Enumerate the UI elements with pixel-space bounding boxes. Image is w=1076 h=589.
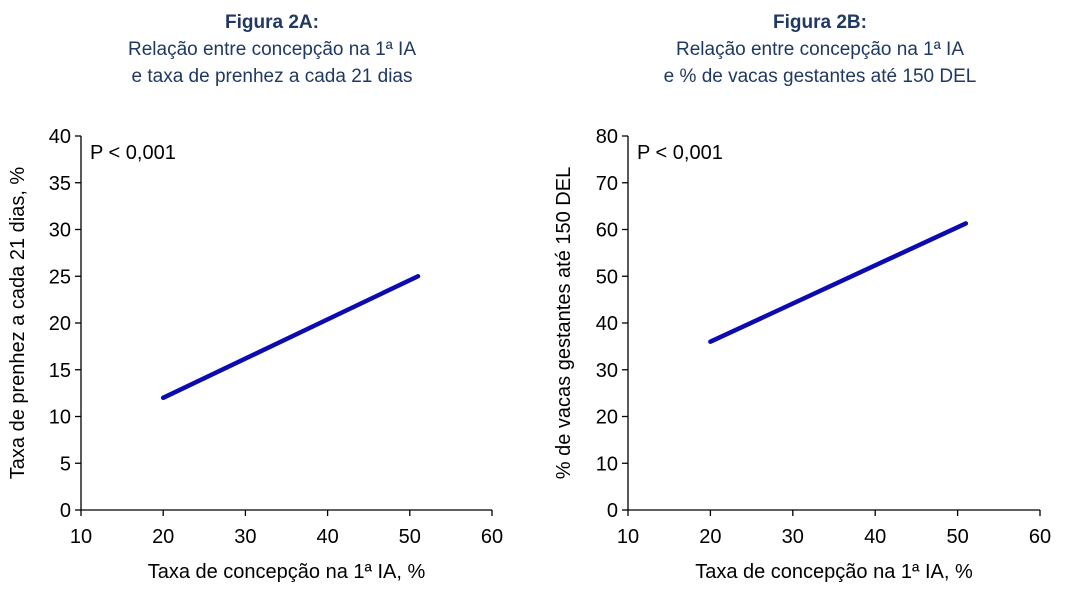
p-value-annotation: P < 0,001 (637, 142, 723, 164)
x-tick-label: 50 (946, 526, 968, 548)
x-tick-label: 20 (152, 526, 174, 548)
regression-line (160, 274, 421, 401)
y-tick-label: 25 (49, 266, 71, 288)
x-tick-label: 60 (1029, 526, 1051, 548)
y-axis-label: Taxa de prenhez a cada 21 dias, % (7, 167, 29, 480)
y-tick-label: 60 (596, 220, 618, 242)
y-tick-label: 0 (607, 500, 618, 522)
y-axis-label: % de vacas gestantes até 150 DEL (553, 167, 575, 479)
y-tick-label: 30 (49, 220, 71, 242)
regression-line (708, 221, 969, 344)
y-tick-label: 40 (49, 126, 71, 148)
x-tick-label: 30 (234, 526, 256, 548)
y-tick-label: 0 (60, 500, 71, 522)
x-tick-label: 40 (316, 526, 338, 548)
y-tick-label: 15 (49, 360, 71, 382)
y-tick-label: 5 (60, 453, 71, 475)
y-tick-label: 70 (596, 173, 618, 195)
x-tick-label: 60 (481, 526, 503, 548)
x-tick-label: 10 (617, 526, 639, 548)
chart-subtitle: Relação entre concepção na 1ª IA (676, 39, 964, 60)
x-tick-label: 30 (782, 526, 804, 548)
y-tick-label: 10 (49, 407, 71, 429)
x-tick-label: 50 (399, 526, 421, 548)
y-tick-label: 50 (596, 266, 618, 288)
x-tick-label: 20 (699, 526, 721, 548)
chart-subtitle: e % de vacas gestantes até 150 DEL (664, 66, 977, 87)
chart-subtitle: e taxa de prenhez a cada 21 dias (132, 66, 413, 87)
x-axis-label: Taxa de concepção na 1ª IA, % (695, 561, 973, 583)
y-tick-label: 20 (596, 407, 618, 429)
x-tick-label: 10 (70, 526, 92, 548)
y-tick-label: 40 (596, 313, 618, 335)
x-axis-label: Taxa de concepção na 1ª IA, % (148, 561, 426, 583)
y-tick-label: 10 (596, 453, 618, 475)
chart-subtitle: Relação entre concepção na 1ª IA (128, 39, 416, 60)
y-tick-label: 80 (596, 126, 618, 148)
y-tick-label: 35 (49, 173, 71, 195)
y-tick-label: 30 (596, 360, 618, 382)
x-tick-label: 40 (864, 526, 886, 548)
y-tick-label: 20 (49, 313, 71, 335)
chart-title: Figura 2A: (225, 12, 319, 33)
p-value-annotation: P < 0,001 (90, 142, 176, 164)
chart-title: Figura 2B: (773, 12, 867, 33)
